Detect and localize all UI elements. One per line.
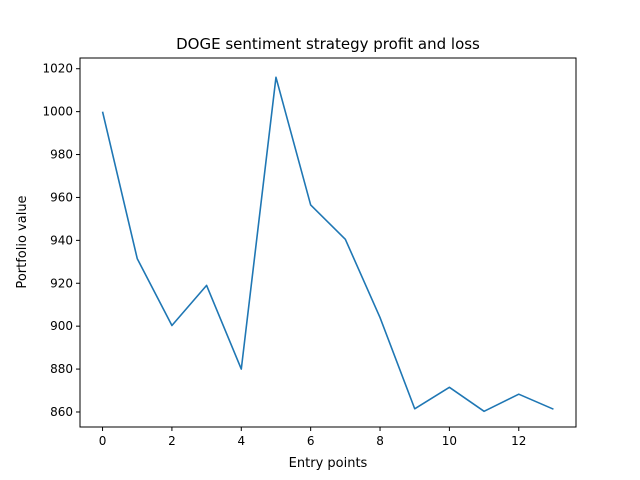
y-axis-label: Portfolio value xyxy=(15,195,30,288)
y-tick-label: 860 xyxy=(50,405,73,419)
x-tick-label: 6 xyxy=(307,434,315,448)
y-tick-label: 920 xyxy=(50,276,73,290)
series-line xyxy=(101,76,554,413)
y-tick-label: 880 xyxy=(50,362,73,376)
x-axis-label: Entry points xyxy=(289,456,368,471)
y-tick-label: 900 xyxy=(50,319,73,333)
chart-title: DOGE sentiment strategy profit and loss xyxy=(176,35,480,53)
x-tick-label: 12 xyxy=(511,434,526,448)
x-tick-label: 8 xyxy=(376,434,384,448)
axis-ticks: 0 2 4 6 8 10 12 860 880 900 920 940 960 980 1000 1020 xyxy=(42,62,526,448)
x-tick-label: 0 xyxy=(99,434,107,448)
y-tick-label: 980 xyxy=(50,148,73,162)
y-tick-label: 960 xyxy=(50,190,73,204)
x-tick-label: 4 xyxy=(237,434,245,448)
y-tick-label: 940 xyxy=(50,233,73,247)
plot-area xyxy=(101,76,554,413)
plot-frame xyxy=(79,57,577,428)
y-tick-label: 1000 xyxy=(42,105,73,119)
x-tick-label: 2 xyxy=(168,434,176,448)
y-tick-label: 1020 xyxy=(42,62,73,76)
x-tick-label: 10 xyxy=(442,434,457,448)
